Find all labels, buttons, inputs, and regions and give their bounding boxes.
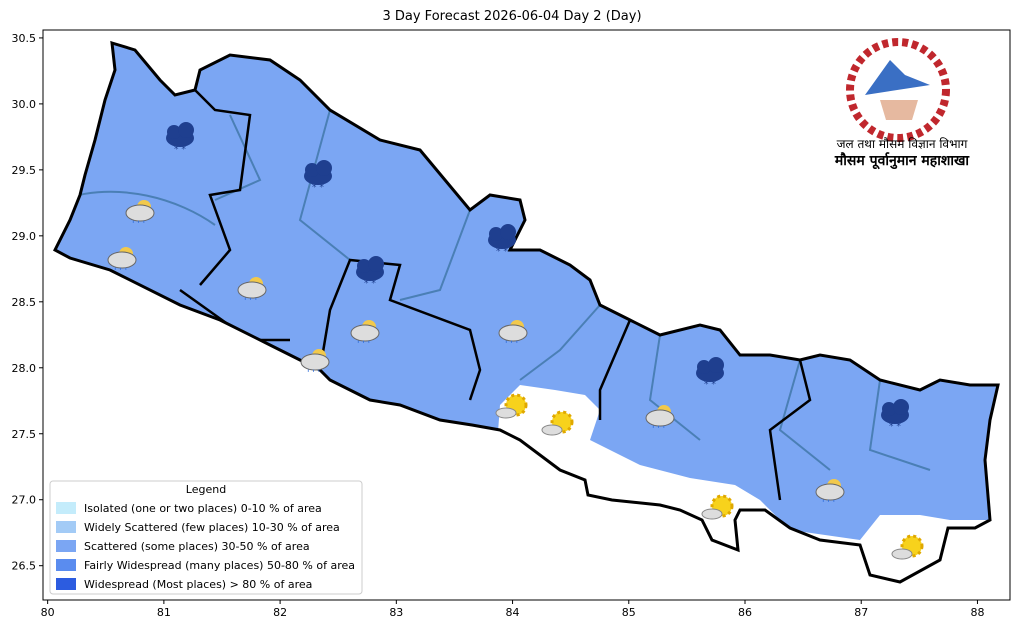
x-tick-label: 86	[738, 606, 752, 619]
y-tick-label: 30.5	[12, 32, 37, 45]
y-tick-label: 28.5	[12, 296, 37, 309]
legend: Legend Isolated (one or two places) 0-10…	[49, 480, 363, 595]
x-tick-label: 80	[41, 606, 55, 619]
logo-text: जल तथा मौसम विज्ञान विभाग	[837, 137, 968, 151]
legend-title: Legend	[186, 483, 226, 496]
x-tick-label: 83	[389, 606, 403, 619]
y-tick-label: 27.0	[12, 494, 37, 507]
legend-swatch	[56, 502, 76, 514]
x-tick-label: 84	[506, 606, 520, 619]
logo-text: मौसम पूर्वानुमान महाशाखा	[834, 152, 971, 170]
logo: जल तथा मौसम विज्ञान विभाग मौसम पूर्वानुम…	[834, 38, 971, 170]
legend-swatch	[56, 521, 76, 533]
region-lines	[59, 109, 931, 471]
y-tick-label: 29.0	[12, 230, 37, 243]
x-tick-label: 87	[854, 606, 868, 619]
legend-swatch	[56, 578, 76, 590]
legend-label: Isolated (one or two places) 0-10 % of a…	[84, 502, 322, 515]
x-tick-label: 82	[273, 606, 287, 619]
y-tick-label: 29.5	[12, 164, 37, 177]
legend-swatch	[56, 559, 76, 571]
x-tick-label: 85	[622, 606, 636, 619]
y-tick-label: 28.0	[12, 362, 37, 375]
y-tick-label: 27.5	[12, 428, 37, 441]
legend-label: Widely Scattered (few places) 10-30 % of…	[84, 521, 340, 534]
legend-label: Fairly Widespread (many places) 50-80 % …	[84, 559, 355, 572]
chart-title: 3 Day Forecast 2026-06-04 Day 2 (Day)	[382, 9, 641, 24]
legend-label: Widespread (Most places) > 80 % of area	[84, 578, 312, 591]
y-tick-label: 30.0	[12, 98, 37, 111]
plot-frame	[42, 29, 1011, 601]
y-tick-label: 26.5	[12, 560, 37, 573]
legend-swatch	[56, 540, 76, 552]
x-tick-label: 81	[157, 606, 171, 619]
legend-label: Scattered (some places) 30-50 % of area	[84, 540, 310, 553]
x-tick-label: 88	[970, 606, 984, 619]
